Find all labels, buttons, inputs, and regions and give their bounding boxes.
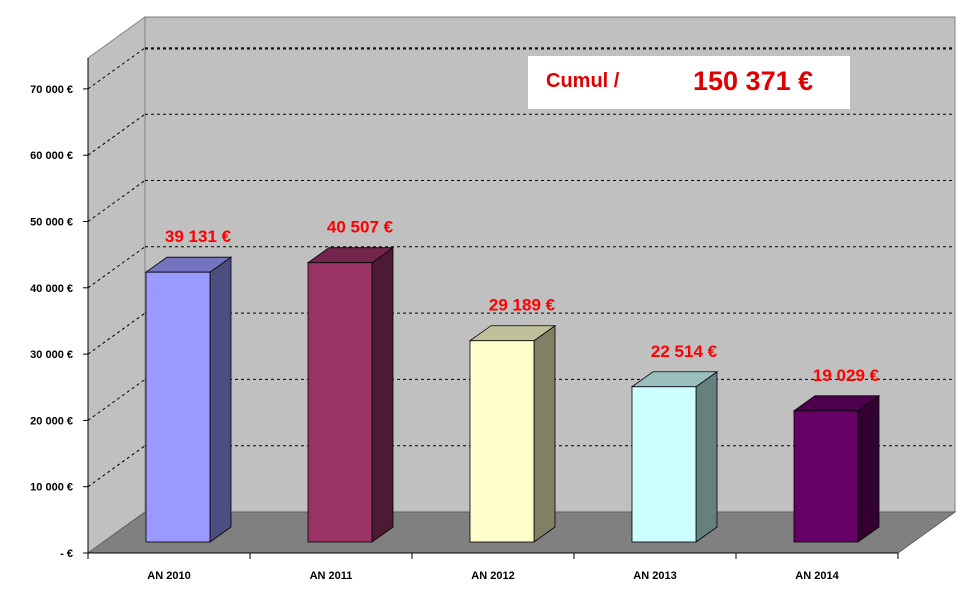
y-tick-label: 30 000 € xyxy=(30,349,73,361)
bar-side xyxy=(695,370,718,543)
x-tick-label: AN 2010 xyxy=(147,570,190,582)
data-labels: 39 131 € 40 507 € 29 189 € 22 514 € 19 029 € xyxy=(165,218,880,385)
y-tick-label: - € xyxy=(60,548,73,560)
data-label: 22 514 € xyxy=(651,342,718,361)
bar-side xyxy=(857,395,880,543)
y-tick-label: 70 000 € xyxy=(30,84,73,96)
bar-side xyxy=(209,256,232,543)
data-label: 29 189 € xyxy=(489,296,556,315)
data-label: 39 131 € xyxy=(165,227,232,246)
bar xyxy=(469,340,535,543)
cumul-box: Cumul / 150 371 € xyxy=(528,56,850,109)
bar-side xyxy=(533,324,556,543)
bar xyxy=(793,410,859,543)
x-tick-label: AN 2012 xyxy=(471,570,514,582)
data-label: 40 507 € xyxy=(327,218,394,237)
x-tick-label: AN 2011 xyxy=(310,570,353,582)
y-tick-label: 10 000 € xyxy=(30,482,73,494)
data-label: 19 029 € xyxy=(813,366,880,385)
x-tick-label: AN 2013 xyxy=(633,570,676,582)
cumul-label: Cumul / xyxy=(546,70,620,92)
bar xyxy=(631,386,697,543)
y-tick-label: 40 000 € xyxy=(30,283,73,295)
side-wall xyxy=(87,16,146,554)
y-tick-label: 50 000 € xyxy=(30,217,73,229)
x-tick-label: AN 2014 xyxy=(795,570,839,582)
cumul-value: 150 371 € xyxy=(693,66,814,96)
y-tick-label: 20 000 € xyxy=(30,415,73,427)
y-tick-label: 60 000 € xyxy=(30,150,73,162)
bar xyxy=(145,271,211,543)
bars xyxy=(144,246,881,543)
bar xyxy=(307,262,373,543)
axes: - € 10 000 € 20 000 € 30 000 € 40 000 € 50 00… xyxy=(30,58,899,582)
bar-side xyxy=(371,246,394,543)
